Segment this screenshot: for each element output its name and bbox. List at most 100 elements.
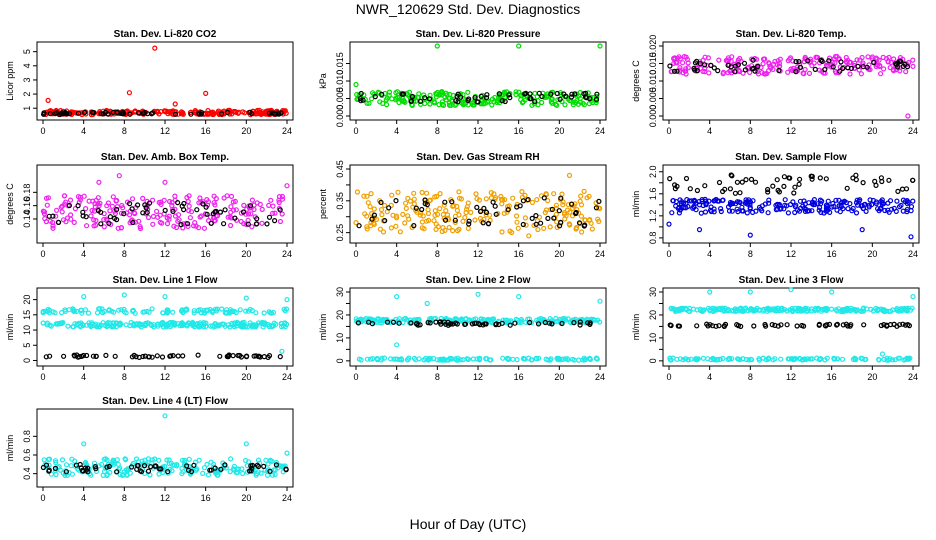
x-tick-label: 4 bbox=[81, 249, 86, 259]
data-point bbox=[812, 66, 818, 73]
data-point bbox=[825, 198, 831, 204]
outlier-point bbox=[747, 289, 753, 295]
y-tick-label: 0.25 bbox=[335, 224, 345, 242]
data-point bbox=[799, 322, 805, 329]
data-point bbox=[273, 321, 279, 327]
data-point bbox=[570, 317, 576, 323]
data-point bbox=[801, 198, 807, 204]
outlier-point bbox=[81, 441, 87, 447]
data-point bbox=[172, 213, 179, 219]
data-point bbox=[519, 99, 526, 106]
data-point bbox=[887, 198, 894, 204]
data-point bbox=[674, 356, 680, 362]
data-point bbox=[82, 206, 89, 212]
data-point bbox=[427, 356, 433, 362]
data-point bbox=[96, 324, 103, 330]
data-point bbox=[513, 213, 520, 219]
outlier-point bbox=[152, 45, 158, 51]
data-point bbox=[203, 204, 209, 210]
data-point bbox=[52, 465, 59, 471]
data-point bbox=[477, 208, 484, 215]
data-point bbox=[677, 207, 683, 213]
data-point bbox=[755, 63, 761, 70]
data-point bbox=[510, 195, 516, 201]
chart-panel-7: Stan. Dev. Line 1 Flow ml/min 0 4 8 12 16 20 24 0… bbox=[5, 275, 294, 382]
data-point bbox=[462, 214, 468, 221]
data-point bbox=[118, 210, 125, 216]
data-point bbox=[515, 225, 521, 231]
x-tick-label: 0 bbox=[353, 126, 358, 136]
data-point bbox=[544, 93, 550, 99]
data-point bbox=[847, 59, 854, 65]
data-point bbox=[535, 226, 541, 233]
data-point bbox=[432, 208, 438, 214]
data-point bbox=[186, 193, 192, 199]
x-tick-label: 4 bbox=[81, 372, 86, 382]
data-point bbox=[533, 221, 539, 227]
data-point bbox=[100, 310, 106, 316]
data-point bbox=[112, 353, 118, 359]
data-point bbox=[213, 196, 219, 202]
data-point bbox=[260, 324, 266, 330]
data-point bbox=[124, 472, 130, 478]
plot-frame bbox=[349, 287, 607, 367]
data-point bbox=[786, 175, 792, 181]
y-tick-label: 4 bbox=[22, 63, 32, 68]
x-tick-label: 20 bbox=[241, 493, 251, 503]
data-point bbox=[700, 202, 706, 209]
data-point bbox=[795, 305, 801, 311]
data-point bbox=[845, 65, 851, 71]
data-point bbox=[114, 469, 120, 475]
data-point bbox=[106, 463, 112, 470]
data-point bbox=[120, 205, 126, 211]
data-point bbox=[407, 198, 413, 204]
data-point bbox=[553, 219, 560, 225]
data-point bbox=[455, 99, 461, 105]
data-point bbox=[549, 206, 555, 212]
data-point bbox=[522, 192, 528, 198]
data-point bbox=[742, 67, 749, 73]
data-point bbox=[184, 322, 190, 328]
data-point bbox=[720, 69, 727, 75]
x-tick-label: 20 bbox=[867, 126, 877, 136]
data-point bbox=[830, 64, 836, 70]
outlier-point bbox=[434, 43, 440, 49]
data-point bbox=[483, 321, 489, 327]
data-point bbox=[266, 214, 273, 220]
data-point bbox=[845, 323, 851, 329]
data-point bbox=[812, 201, 818, 208]
data-point bbox=[180, 110, 186, 116]
data-point bbox=[164, 310, 170, 316]
data-point bbox=[840, 322, 846, 328]
data-point bbox=[272, 467, 279, 473]
outlier-point bbox=[126, 90, 132, 96]
y-tick-label: 0.020 bbox=[648, 35, 658, 58]
data-point bbox=[63, 110, 69, 117]
data-point bbox=[831, 355, 837, 361]
data-point bbox=[83, 223, 90, 229]
data-point bbox=[85, 469, 91, 475]
y-tick-label: 0.010 bbox=[648, 70, 658, 93]
data-point bbox=[443, 97, 449, 103]
data-point bbox=[55, 219, 62, 225]
data-point bbox=[525, 197, 531, 203]
data-point bbox=[778, 356, 784, 362]
data-point bbox=[712, 197, 718, 204]
data-point bbox=[794, 323, 800, 329]
data-point bbox=[145, 468, 152, 474]
data-point bbox=[266, 110, 272, 116]
data-point bbox=[390, 319, 397, 325]
data-point bbox=[277, 207, 283, 213]
data-point bbox=[488, 190, 494, 196]
data-point bbox=[72, 353, 78, 359]
data-point bbox=[725, 62, 731, 68]
y-tick-label: 0 bbox=[22, 358, 32, 363]
data-point bbox=[46, 468, 52, 474]
data-point bbox=[395, 318, 401, 324]
outlier-point bbox=[121, 292, 127, 298]
data-point bbox=[77, 194, 84, 200]
data-point bbox=[766, 61, 772, 67]
data-point bbox=[418, 101, 424, 107]
data-point bbox=[781, 183, 787, 189]
data-point bbox=[811, 197, 818, 203]
